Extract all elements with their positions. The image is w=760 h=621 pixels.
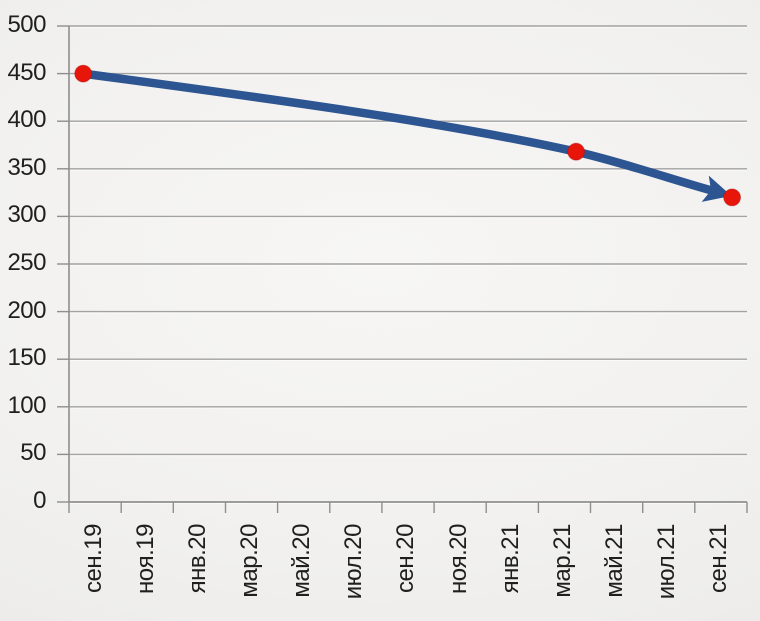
y-axis-tick-label: 450 <box>7 58 46 86</box>
x-axis-tick-label: янв.21 <box>496 524 524 594</box>
x-axis-tick-label: ноя.20 <box>444 524 472 594</box>
y-axis-tick-label: 0 <box>33 486 46 514</box>
x-axis-tick-label: июл.20 <box>340 524 368 600</box>
y-axis-tick-label: 200 <box>7 296 46 324</box>
y-axis-tick-label: 250 <box>7 248 46 276</box>
x-axis-tick-label: июл.21 <box>653 524 681 600</box>
x-axis-tick-label: мар.20 <box>236 524 263 598</box>
y-axis-tick-label: 300 <box>7 201 46 229</box>
x-axis-tick-label: сен.19 <box>79 524 107 593</box>
y-axis-tick-label: 500 <box>7 10 46 38</box>
x-axis-tick-label: май.20 <box>288 524 316 598</box>
y-axis-tick-label: 150 <box>7 344 46 372</box>
data-point-marker <box>567 142 585 161</box>
data-point-marker <box>74 64 93 83</box>
x-axis-tick-label: май.21 <box>601 524 629 598</box>
x-axis-tick-label: сен.20 <box>392 524 420 593</box>
y-axis-tick-label: 100 <box>7 391 46 419</box>
x-axis-tick-label: мар.21 <box>548 524 576 598</box>
x-axis-tick-label: янв.20 <box>183 524 211 594</box>
y-axis-tick-label: 50 <box>20 439 46 467</box>
y-axis-tick-label: 350 <box>7 153 46 181</box>
y-axis-tick-label: 400 <box>7 106 46 134</box>
x-axis-tick-label: сен.21 <box>705 524 733 593</box>
trend-arrow-line <box>78 69 732 202</box>
data-point-marker <box>723 188 741 207</box>
x-axis-tick-label: ноя.19 <box>131 524 159 594</box>
